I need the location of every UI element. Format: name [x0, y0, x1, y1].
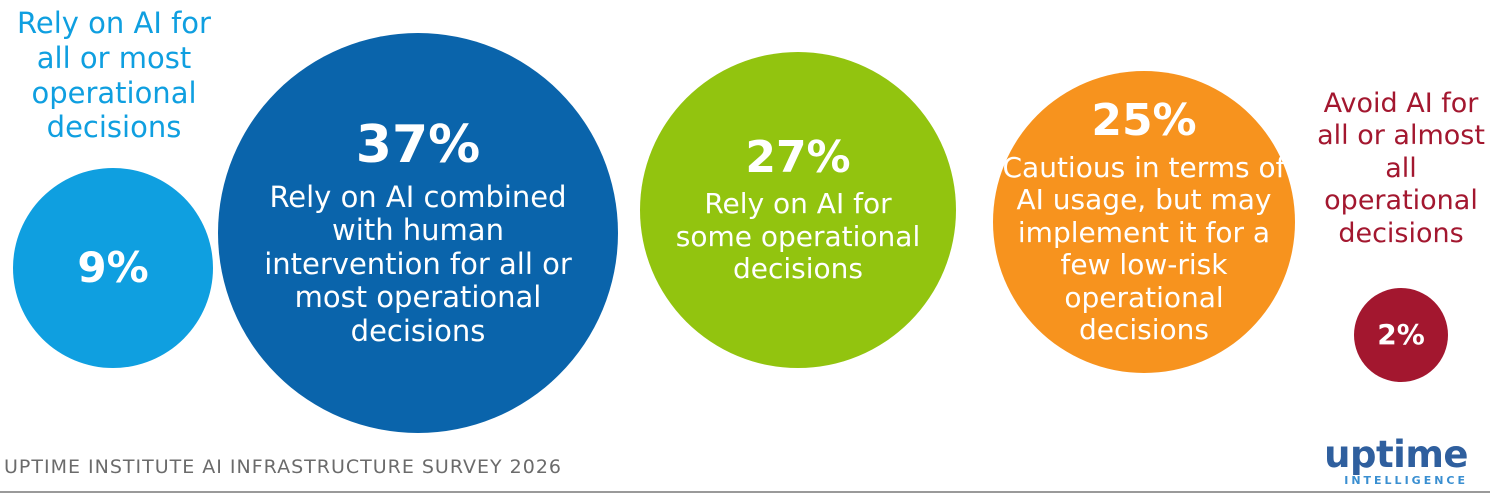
bubble-9pct: 9%	[13, 168, 213, 368]
bubble-description: Avoid AI for all or almost all operation…	[1317, 88, 1485, 249]
bubble-25pct: 25% Cautious in terms of AI usage, but ma…	[993, 71, 1295, 373]
bubble-value-label: 37%	[355, 115, 481, 176]
bubble-value-label: 27%	[745, 132, 851, 184]
logo-subtitle: INTELLIGENCE	[1344, 474, 1468, 487]
bubble-37pct: 37% Rely on AI combined with human interv…	[218, 33, 618, 433]
bubble-description: Rely on AI combined with human intervent…	[264, 179, 572, 349]
bubble-description: Rely on AI for some operational decision…	[675, 187, 921, 286]
bubble-value-label: 25%	[1091, 95, 1197, 147]
source-caption: UPTIME INSTITUTE AI INFRASTRUCTURE SURVE…	[4, 456, 563, 478]
bubble-value-label: 2%	[1377, 317, 1425, 351]
bubble-value-label: 9%	[77, 242, 149, 292]
bubble-27pct: 27% Rely on AI for some operational decis…	[640, 52, 956, 368]
uptime-logo: uptime INTELLIGENCE	[1278, 436, 1468, 487]
bubble-description: Cautious in terms of AI usage, but may i…	[1002, 150, 1286, 347]
footer-divider	[0, 491, 1490, 493]
bubble-2pct: 2%	[1354, 288, 1448, 382]
logo-wordmark: uptime	[1324, 433, 1468, 476]
bubble-description: Rely on AI for all or most operational d…	[17, 6, 211, 145]
